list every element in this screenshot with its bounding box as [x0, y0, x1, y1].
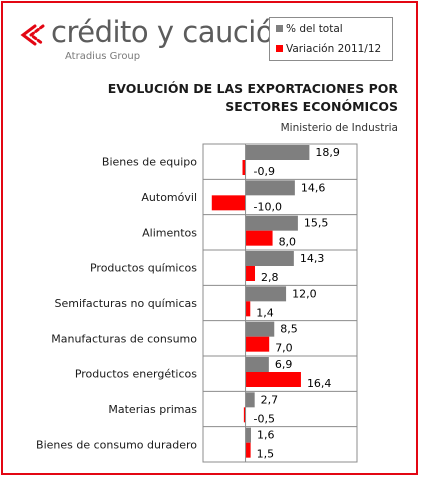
bar-variation [245, 230, 273, 246]
legend-swatch-total [276, 25, 283, 32]
data-label-variation: 8,0 [279, 236, 297, 249]
data-label-total: 6,9 [275, 358, 293, 371]
data-label-variation: -10,0 [254, 200, 282, 213]
category-label: Productos químicos [90, 262, 197, 275]
bar-total [245, 321, 275, 337]
bar-variation [243, 407, 246, 423]
bar-variation [245, 266, 256, 281]
data-label-variation: 2,8 [261, 271, 279, 284]
chart-title-line1: EVOLUCIÓN DE LAS EXPORTACIONES POR [107, 81, 398, 96]
data-label-variation: -0,9 [254, 165, 275, 178]
bar-variation [211, 195, 246, 211]
bar-total [245, 392, 255, 408]
data-label-total: 14,3 [300, 252, 325, 265]
bar-variation [245, 336, 270, 352]
bar-total [245, 357, 269, 372]
bar-variation [242, 160, 246, 175]
data-label-total: 12,0 [292, 287, 317, 300]
data-label-variation: -0,5 [254, 412, 275, 425]
data-label-total: 1,6 [257, 429, 275, 442]
legend-label-variation: Variación 2011/12 [286, 43, 382, 55]
bar-variation [245, 301, 251, 317]
chart-title-line2: SECTORES ECONÓMICOS [225, 99, 398, 114]
bar-total [245, 427, 251, 443]
data-label-total: 8,5 [280, 323, 298, 336]
data-label-variation: 1,5 [257, 448, 275, 461]
logo-chevron-icon [20, 24, 45, 46]
data-label-total: 18,9 [315, 146, 340, 159]
bar-total [245, 215, 298, 231]
data-label-total: 15,5 [304, 217, 329, 230]
data-label-variation: 16,4 [307, 377, 332, 390]
legend-item-total: % del total [276, 23, 343, 35]
bar-total [245, 286, 287, 302]
data-label-variation: 1,4 [256, 306, 274, 319]
bar-variation [245, 442, 251, 458]
data-label-total: 2,7 [261, 393, 279, 406]
category-label: Productos energéticos [75, 368, 197, 381]
legend-swatch-variation [276, 45, 283, 52]
category-label: Semifacturas no químicas [55, 297, 198, 310]
bar-total [245, 251, 294, 266]
category-label: Automóvil [141, 191, 197, 204]
data-label-total: 14,6 [301, 181, 326, 194]
brand-tagline: Atradius Group [65, 51, 141, 62]
category-label: Alimentos [142, 226, 197, 239]
category-label: Bienes de equipo [102, 156, 197, 169]
chart-source: Ministerio de Industria [280, 122, 398, 134]
category-label: Bienes de consumo duradero [36, 438, 197, 451]
brand-name: crédito y caución [51, 15, 291, 49]
bar-total [245, 145, 310, 160]
data-label-variation: 7,0 [275, 342, 293, 355]
chart-legend: % del total Variación 2011/12 [269, 17, 393, 61]
bar-total [245, 180, 295, 196]
category-label: Manufacturas de consumo [51, 332, 197, 345]
legend-label-total: % del total [286, 23, 343, 35]
bar-variation [245, 372, 301, 387]
category-label: Materias primas [108, 403, 197, 416]
legend-item-variation: Variación 2011/12 [276, 43, 381, 55]
